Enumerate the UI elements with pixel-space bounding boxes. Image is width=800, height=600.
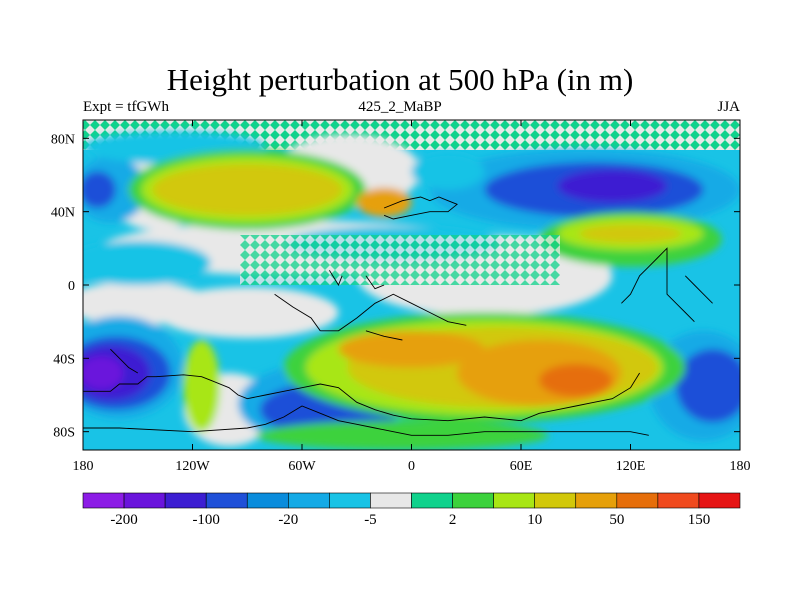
coastline-2 [383, 196, 458, 220]
chart-title: Height perturbation at 500 hPa (in m) [166, 62, 634, 97]
colorbar-box-2 [164, 492, 207, 509]
contour-region-19 [152, 164, 343, 216]
contour-region-9 [83, 171, 116, 208]
contour-region-14 [557, 169, 667, 203]
colorbar-box-14 [657, 492, 700, 509]
contour-region-20 [356, 187, 412, 218]
colorbar-box-9 [452, 492, 494, 509]
colorbar-label-3: -5 [364, 512, 377, 528]
contour-region-27 [83, 356, 124, 390]
colorbar-label-4: 2 [449, 512, 457, 528]
coastline-1 [83, 405, 649, 436]
colorbar-box-7 [370, 492, 412, 509]
coastline-7 [621, 247, 695, 323]
coastline-0 [83, 372, 640, 422]
y-tick-label-3: 40S [53, 352, 75, 367]
x-tick-label-3: 0 [408, 459, 415, 474]
colorbar-label-5: 10 [527, 512, 542, 528]
colorbar-box-12 [575, 492, 618, 509]
contour-region-31 [676, 349, 740, 423]
colorbar-box-4 [246, 492, 289, 509]
coastline-3 [320, 293, 467, 332]
colorbar-box-8 [411, 492, 453, 509]
contour-region-16 [411, 153, 485, 190]
colorbar-box-11 [534, 492, 577, 509]
contour-region-10 [83, 241, 211, 285]
colorbar-box-6 [329, 492, 371, 509]
x-tick-label-0: 180 [73, 459, 94, 474]
contour-region-36 [539, 363, 613, 397]
y-tick-label-2: 0 [68, 279, 75, 294]
colorbar-box-1 [123, 492, 166, 509]
y-tick-label-0: 80N [51, 132, 75, 147]
colorbar-box-3 [205, 492, 248, 509]
coastline-9 [110, 348, 139, 374]
x-tick-label-4: 60E [510, 459, 533, 474]
colorbar-label-1: -100 [192, 512, 220, 528]
run-label: 425_2_MaBP [358, 99, 442, 115]
colorbar-box-10 [493, 492, 535, 509]
contour-region-38 [183, 340, 220, 432]
plot-area [83, 120, 740, 450]
colorbar-label-2: -20 [278, 512, 298, 528]
colorbar-box-0 [82, 492, 125, 509]
contour-region-37 [338, 330, 485, 368]
x-tick-label-5: 120E [616, 459, 646, 474]
x-tick-label-1: 120W [175, 459, 210, 474]
season-label: JJA [717, 99, 740, 115]
colorbar-label-7: 150 [688, 512, 711, 528]
coastline-10 [365, 330, 403, 341]
coastline-6 [329, 270, 343, 287]
coastline-8 [684, 275, 713, 304]
colorbar-box-15 [698, 492, 741, 509]
colorbar-box-5 [288, 492, 330, 509]
experiment-label: Expt = tfGWh [83, 99, 169, 115]
y-tick-label-1: 40N [51, 206, 75, 221]
colorbar-label-0: -200 [110, 512, 138, 528]
coastline-4 [274, 293, 321, 332]
contour-region-23 [579, 224, 682, 243]
contour-region-39 [256, 420, 549, 450]
x-tick-label-6: 180 [730, 459, 751, 474]
contour-region-5 [156, 286, 339, 339]
coastline-5 [365, 275, 385, 290]
x-tick-label-2: 60W [288, 459, 316, 474]
y-tick-label-4: 80S [53, 426, 75, 441]
colorbar-box-13 [616, 492, 659, 509]
colorbar-label-6: 50 [609, 512, 624, 528]
hatched-tropics-band [240, 235, 560, 285]
